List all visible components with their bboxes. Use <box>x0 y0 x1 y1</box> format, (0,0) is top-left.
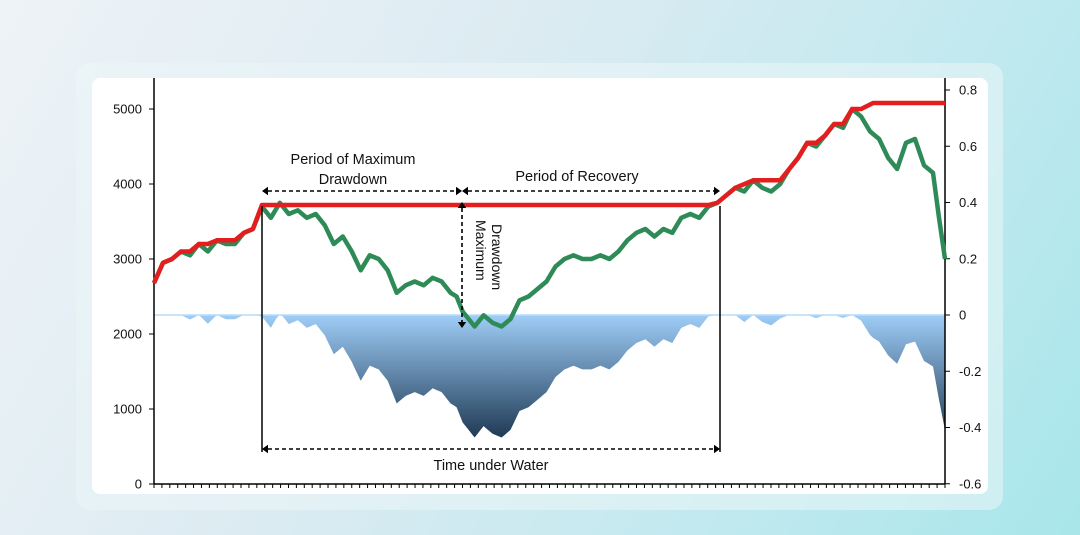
right-tick-label: 0.8 <box>959 83 977 98</box>
max-drawdown-label: Maximum <box>473 220 489 281</box>
right-tick-label: 0 <box>959 308 966 323</box>
left-tick-label: 2000 <box>113 327 142 342</box>
right-tick-label: 0.2 <box>959 251 977 266</box>
right-tick-label: -0.6 <box>959 476 981 491</box>
max-drawdown-label-line2: Drawdown <box>489 224 505 290</box>
arrow-head <box>262 444 268 454</box>
price-line <box>151 106 948 329</box>
arrow-head <box>457 202 467 208</box>
left-tick-label: 0 <box>135 477 142 492</box>
left-tick-label: 5000 <box>113 102 142 117</box>
arrow-head <box>462 186 468 196</box>
max-drawdown-period-label: Period of Maximum <box>291 152 416 168</box>
arrow-head <box>262 186 268 196</box>
arrow-head <box>457 322 467 328</box>
left-tick-label: 1000 <box>113 402 142 417</box>
max-drawdown-label-group: Maximum Drawdown <box>473 220 505 290</box>
chart-card: 5000 4000 3000 2000 1000 0 0.8 0.6 0.4 0.2 0 -0.2 -0… <box>92 78 988 494</box>
recovery-period-label: Period of Recovery <box>515 169 639 185</box>
right-tick-label: -0.2 <box>959 364 981 379</box>
drawdown-area <box>154 315 945 438</box>
right-tick-label: -0.4 <box>959 420 981 435</box>
left-tick-label: 4000 <box>113 177 142 192</box>
max-drawdown-period-label-line2: Drawdown <box>319 172 388 188</box>
right-tick-label: 0.6 <box>959 139 977 154</box>
arrow-head <box>456 186 462 196</box>
high-water-mark-line <box>151 100 945 284</box>
time-under-water-label: Time under Water <box>434 458 549 474</box>
left-tick-label: 3000 <box>113 252 142 267</box>
arrow-head <box>714 186 720 196</box>
arrow-head <box>714 444 720 454</box>
right-tick-label: 0.4 <box>959 195 977 210</box>
drawdown-chart: 5000 4000 3000 2000 1000 0 0.8 0.6 0.4 0.2 0 -0.2 -0… <box>113 78 981 492</box>
